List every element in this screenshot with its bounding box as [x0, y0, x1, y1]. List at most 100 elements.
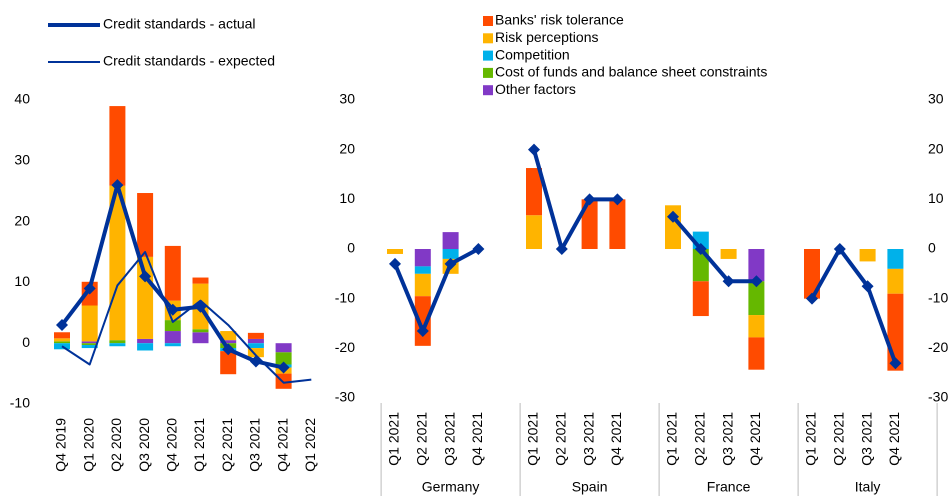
bar-segment	[109, 106, 126, 186]
bar-segment	[109, 340, 126, 344]
x-tick-label: Q1 2021	[191, 418, 207, 472]
bar-segment	[220, 351, 237, 375]
bar-segment	[414, 273, 431, 297]
group-label: Germany	[422, 479, 480, 495]
bar-segment	[748, 337, 765, 370]
bar-segment	[137, 343, 154, 351]
legend-swatch	[483, 85, 493, 96]
line-marker	[111, 179, 124, 192]
bar-segment	[247, 348, 264, 358]
x-tick-label: Q4 2021	[608, 412, 624, 466]
bar-segment	[247, 332, 264, 339]
bar-segment	[748, 315, 765, 338]
line-series	[61, 251, 312, 384]
bar-segment	[609, 199, 626, 249]
line-series	[810, 247, 898, 364]
legend-label: Competition	[495, 46, 570, 62]
bar-segment	[526, 168, 542, 216]
x-tick-label: Q2 2021	[692, 412, 708, 466]
line-marker	[444, 257, 457, 270]
bar-segment	[164, 331, 181, 344]
line-marker	[722, 275, 735, 288]
bar-segment	[109, 343, 126, 347]
line-series	[393, 247, 480, 333]
y2-tick-label: 20	[928, 140, 944, 156]
bar-segment	[220, 331, 237, 341]
bar-segment	[81, 343, 98, 346]
y-tick-label: -30	[335, 389, 355, 405]
bar-segment	[804, 249, 820, 299]
bar-segment	[387, 249, 403, 254]
y-tick-label: 40	[14, 91, 30, 107]
y-tick-label: 30	[14, 152, 30, 168]
bar-segment	[247, 343, 264, 349]
legend-label: Risk perceptions	[495, 29, 599, 45]
line-series	[671, 215, 757, 284]
x-tick-label: Q1 2020	[80, 418, 96, 472]
y-tick-label: -10	[335, 289, 355, 305]
y-tick-label: 0	[347, 240, 355, 256]
x-tick-label: Q3 2021	[247, 418, 263, 472]
legend-label: Credit standards - expected	[103, 53, 275, 69]
line-marker	[750, 275, 763, 288]
x-tick-label: Q2 2020	[108, 418, 124, 472]
bar-segment	[81, 345, 98, 349]
bar-segment	[137, 338, 154, 344]
bar-segment	[748, 249, 765, 282]
x-tick-label: Q4 2021	[747, 412, 763, 466]
x-tick-label: Q4 2020	[164, 418, 180, 472]
bar-segment	[275, 343, 292, 353]
y2-tick-label: 30	[928, 91, 944, 107]
legend-swatch	[483, 50, 493, 61]
x-tick-label: Q4 2021	[469, 412, 485, 466]
bar-segment	[81, 305, 98, 342]
y-tick-label: 30	[339, 91, 355, 107]
line-marker	[139, 270, 152, 283]
group-label: Italy	[855, 479, 881, 495]
bar-segment	[192, 277, 209, 284]
line-marker	[694, 243, 707, 255]
y2-tick-label: -30	[928, 389, 948, 405]
bar-segment	[192, 329, 209, 333]
line-marker	[222, 343, 235, 356]
line-marker	[806, 292, 818, 305]
legend-swatch	[483, 67, 493, 78]
line-marker	[472, 243, 485, 255]
x-tick-label: Q3 2021	[441, 412, 457, 466]
bar-segment	[275, 352, 292, 365]
x-tick-label: Q1 2021	[525, 412, 541, 466]
x-tick-label: Q1 2021	[803, 412, 819, 466]
y-tick-label: 10	[339, 190, 355, 206]
x-tick-label: Q4 2021	[886, 412, 902, 466]
x-tick-label: Q3 2021	[719, 412, 735, 466]
y-tick-label: -10	[10, 395, 30, 411]
bar-segment	[109, 185, 126, 341]
y2-tick-label: -10	[928, 289, 948, 305]
x-tick-label: Q2 2021	[414, 412, 430, 466]
bar-segment	[581, 199, 598, 249]
bar-segment	[220, 340, 237, 344]
y2-tick-label: 10	[928, 190, 944, 206]
x-tick-label: Q2 2021	[553, 412, 569, 466]
line-marker	[83, 282, 96, 295]
bar-segment	[442, 249, 459, 259]
line-series	[532, 149, 618, 251]
bar-segment	[164, 245, 181, 301]
x-tick-label: Q1 2022	[302, 418, 318, 472]
bar-segment	[692, 249, 709, 282]
bar-segment	[54, 332, 70, 339]
line-marker	[861, 280, 874, 293]
legend-label: Cost of funds and balance sheet constrai…	[495, 64, 767, 80]
x-tick-label: Q3 2021	[580, 412, 596, 466]
bar-segment	[192, 332, 209, 344]
y-tick-label: 20	[14, 212, 30, 228]
line-marker	[249, 355, 262, 368]
line-marker	[889, 357, 902, 370]
bar-segment	[54, 338, 70, 342]
bar-segment	[137, 193, 154, 257]
y-tick-label: 0	[22, 334, 30, 350]
bar-segment	[887, 249, 904, 269]
group-label: Spain	[572, 479, 608, 495]
bar-segment	[442, 232, 459, 249]
line-marker	[667, 210, 679, 223]
